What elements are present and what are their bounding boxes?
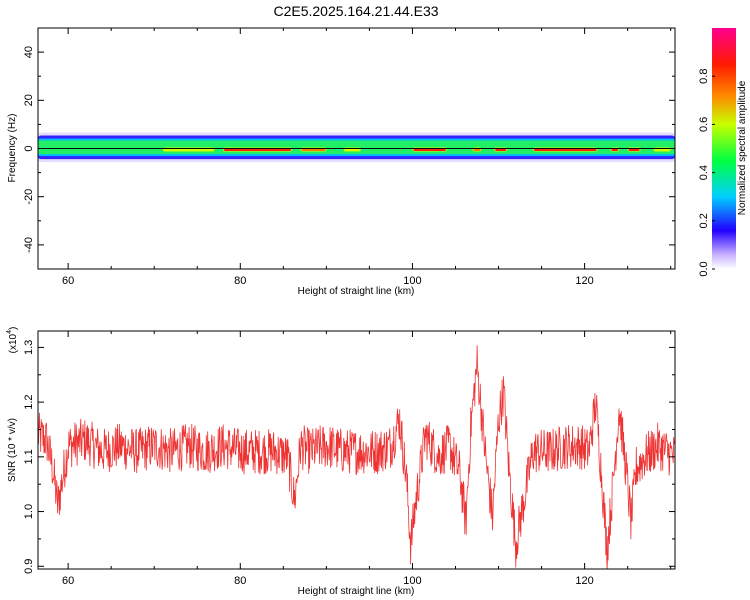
peak-segment xyxy=(473,148,481,151)
snr-scale-label: (x104) xyxy=(6,327,19,354)
y-tick-label: 0.9 xyxy=(23,559,35,574)
y-tick-label: -20 xyxy=(23,189,35,205)
band-inner xyxy=(38,140,675,155)
snr-panel: 60 80 100 120 0.9 1.0 1.1 1.2 1.3 Height of stra… xyxy=(6,327,676,597)
snr-scale-exponent: 4 xyxy=(6,330,13,334)
spectral-band xyxy=(38,132,675,163)
y-tick-label: -40 xyxy=(23,237,35,253)
spectrogram-ticks: 60 80 100 120 -40 -20 0 20 40 xyxy=(23,27,675,287)
y-tick-label: 1.0 xyxy=(23,504,35,519)
y-tick-label: 1.3 xyxy=(23,340,35,355)
x-tick-label: 60 xyxy=(62,275,74,287)
snr-frame xyxy=(37,330,676,570)
spectrogram-panel: 60 80 100 120 -40 -20 0 20 40 Height of straight… xyxy=(7,27,676,297)
colorbar-ticks: 0.0 0.2 0.4 0.6 0.8 xyxy=(698,69,715,277)
snr-ylabel: SNR (10 * v/v) xyxy=(7,418,18,482)
peak-segment xyxy=(344,148,360,151)
colorbar-label: Normalized spectral amplitude xyxy=(737,80,748,215)
x-tick-label: 80 xyxy=(234,275,246,287)
colorbar-tick-label: 0.8 xyxy=(698,69,710,84)
chart-title: C2E5.2025.164.21.44.E33 xyxy=(273,3,438,19)
colorbar-tick-label: 0.4 xyxy=(698,165,710,180)
peak-segment xyxy=(628,148,640,151)
colorbar-gradient xyxy=(712,28,736,269)
peak-segment xyxy=(413,148,446,151)
snr-series-line xyxy=(38,345,675,569)
snr-scale-close: ) xyxy=(8,327,19,330)
x-tick-label: 120 xyxy=(575,275,593,287)
y-tick-label: 40 xyxy=(23,46,35,58)
x-tick-label: 100 xyxy=(403,575,421,587)
y-tick-label: 1.2 xyxy=(23,394,35,409)
y-tick-label: 20 xyxy=(23,94,35,106)
colorbar-tick-label: 0.2 xyxy=(698,213,710,228)
peak-segment xyxy=(301,148,326,151)
y-tick-label: 1.1 xyxy=(23,449,35,464)
snr-scale-prefix: (x10 xyxy=(8,333,19,353)
colorbar-tick-label: 0.6 xyxy=(698,117,710,132)
colorbar: 0.0 0.2 0.4 0.6 0.8 Normalized spectral ampl… xyxy=(698,28,748,277)
peak-segment xyxy=(611,148,619,151)
x-tick-label: 120 xyxy=(575,575,593,587)
peak-segment xyxy=(163,148,214,151)
snr-ticks: 60 80 100 120 0.9 1.0 1.1 1.2 1.3 xyxy=(23,331,675,587)
x-tick-label: 80 xyxy=(234,575,246,587)
spectrogram-xlabel: Height of straight line (km) xyxy=(298,286,415,297)
colorbar-tick-label: 0.0 xyxy=(698,261,710,276)
spectrogram-ylabel: Frequency (Hz) xyxy=(7,114,18,183)
peak-segment xyxy=(533,148,597,151)
x-tick-label: 100 xyxy=(403,275,421,287)
snr-xlabel: Height of straight line (km) xyxy=(298,586,415,597)
peak-segment xyxy=(224,148,291,151)
peak-segment xyxy=(654,148,670,151)
peak-segment xyxy=(495,148,507,151)
x-tick-label: 60 xyxy=(62,575,74,587)
y-tick-label: 0 xyxy=(23,145,35,151)
